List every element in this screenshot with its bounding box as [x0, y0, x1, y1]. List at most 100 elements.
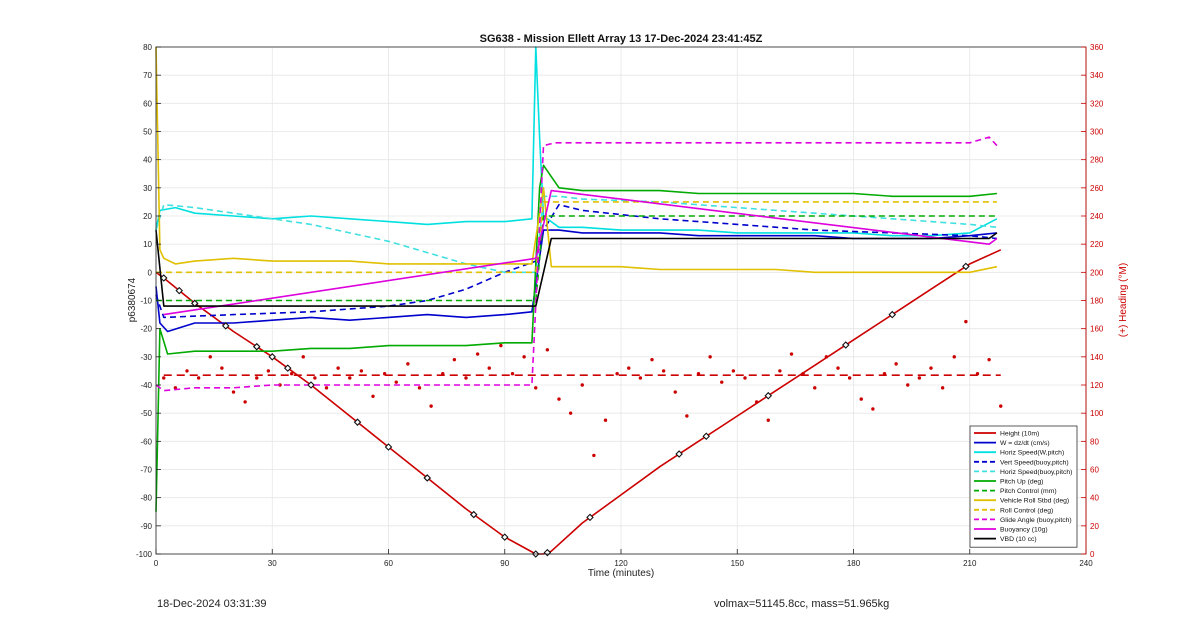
heading-dot — [766, 418, 770, 422]
right-tick-label: 260 — [1090, 184, 1104, 193]
heading-dot — [859, 397, 863, 401]
height-marker — [586, 513, 594, 522]
right-tick-label: 80 — [1090, 437, 1099, 446]
heading-dot — [778, 369, 782, 373]
heading-dot — [255, 376, 259, 380]
heading-dot — [301, 355, 305, 359]
heading-dot — [348, 376, 352, 380]
right-tick-label: 180 — [1090, 297, 1104, 306]
right-tick-label: 280 — [1090, 156, 1104, 165]
height-marker — [841, 341, 850, 349]
left-tick-label: -40 — [140, 381, 152, 390]
legend: Height (10m) W = dz/dt (cm/s) Horiz Speed(… — [969, 425, 1078, 548]
heading-dot — [278, 383, 282, 387]
height-marker — [221, 322, 230, 330]
heading-dot — [813, 386, 817, 390]
right-tick-label: 220 — [1090, 240, 1104, 249]
x-axis-ticks: 0 30 60 90 120 150 180 210 240 — [154, 549, 1093, 568]
x-tick-label: 150 — [731, 559, 745, 568]
heading-dot — [638, 376, 643, 380]
right-tick-label: 200 — [1090, 268, 1104, 277]
heading-dot — [452, 357, 457, 362]
heading-dot — [906, 383, 910, 387]
heading-dot — [673, 390, 677, 394]
heading-dot — [847, 376, 852, 380]
heading-dot — [475, 352, 480, 356]
heading-dot — [696, 372, 701, 376]
x-tick-label: 60 — [384, 559, 393, 568]
left-tick-label: -20 — [140, 325, 152, 334]
height-marker — [190, 299, 199, 308]
heading-dot — [952, 355, 956, 359]
heading-dot — [987, 357, 991, 362]
legend-label: Roll Control (deg) — [1000, 507, 1053, 514]
left-axis-ticks: -100-90-80-70-60-50-40-30-20-10010203040… — [136, 43, 161, 559]
heading-dot — [592, 453, 596, 458]
series-line-pitch-control-mm — [156, 215, 997, 302]
heading-dot — [871, 407, 875, 411]
height-marker — [702, 432, 711, 441]
footer-volume-mass: volmax=51145.8cc, mass=51.965kg — [714, 598, 890, 610]
height-marker — [384, 443, 393, 451]
heading-dot — [661, 369, 666, 373]
x-tick-label: 30 — [268, 559, 277, 568]
heading-dot — [615, 372, 619, 376]
heading-dot — [324, 386, 329, 390]
left-tick-label: 40 — [143, 156, 152, 165]
heading-dot — [196, 376, 201, 380]
series-line-glide-angle-buoy-pitch — [155, 136, 998, 392]
legend-label: Pitch Control (mm) — [1000, 488, 1057, 495]
chart-title: SG638 - Mission Ellett Array 13 17-Dec-2… — [480, 33, 763, 45]
x-tick-label: 180 — [847, 559, 861, 568]
legend-label: Glide Angle (buoy,pitch) — [1000, 517, 1072, 524]
legend-label: Buoyancy (10g) — [1000, 527, 1048, 534]
x-tick-label: 90 — [500, 559, 509, 568]
heading-dot — [999, 404, 1003, 408]
legend-label: Horiz Speed(buoy,pitch) — [1000, 469, 1072, 476]
heading-dot — [220, 366, 224, 370]
height-marker — [675, 450, 683, 458]
heading-dot — [487, 366, 491, 370]
left-tick-label: -100 — [136, 550, 153, 559]
height-marker — [962, 262, 970, 271]
heading-dot — [603, 418, 608, 422]
heading-dot — [382, 372, 387, 376]
left-tick-label: -70 — [140, 466, 152, 475]
right-tick-label: 100 — [1090, 409, 1104, 418]
heading-dot — [580, 383, 584, 387]
x-tick-label: 0 — [154, 559, 159, 568]
left-tick-label: 0 — [148, 268, 153, 277]
heading-dot — [406, 362, 410, 366]
heading-dot — [429, 404, 433, 408]
legend-label: Pitch Up (deg) — [1000, 479, 1043, 486]
height-marker — [252, 342, 261, 351]
heading-dot — [371, 394, 375, 398]
heading-dot — [940, 386, 945, 390]
right-tick-label: 340 — [1090, 71, 1104, 80]
left-tick-label: 50 — [143, 128, 152, 137]
heading-dot — [627, 366, 631, 370]
heading-dot — [708, 355, 712, 359]
heading-dot — [917, 376, 922, 380]
legend-label: Vert Speed(buoy,pitch) — [1000, 459, 1069, 466]
heading-dot — [359, 369, 364, 373]
heading-dot — [441, 372, 445, 376]
height-marker — [764, 391, 773, 400]
heading-dot — [231, 390, 236, 394]
series-line-vehicle-roll-stbd-deg — [155, 46, 998, 274]
height-marker — [500, 533, 509, 541]
height-marker — [283, 364, 292, 372]
left-tick-label: -30 — [140, 353, 152, 362]
heading-dot — [685, 414, 689, 418]
height-markers — [159, 262, 970, 558]
left-tick-label: 70 — [143, 71, 152, 80]
right-axis-label: (+) Heading (°M) — [1118, 263, 1129, 337]
heading-dot — [313, 376, 317, 380]
right-tick-label: 60 — [1090, 466, 1099, 475]
heading-dot — [499, 343, 503, 348]
heading-dot — [464, 376, 468, 380]
heading-dot — [836, 366, 840, 370]
series-line-roll-control-deg — [156, 201, 997, 274]
heading-dot — [789, 352, 794, 356]
heading-dot — [894, 362, 898, 366]
